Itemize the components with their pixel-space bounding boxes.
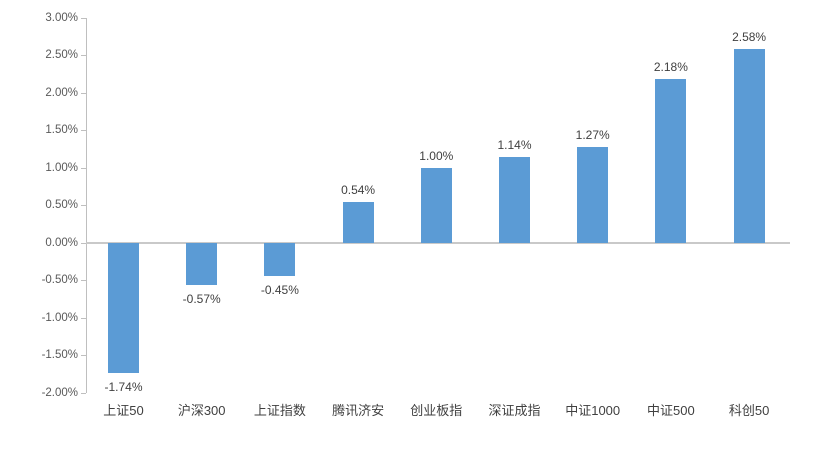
- y-axis-tick-mark: [81, 130, 86, 131]
- bar-value-label: 1.00%: [419, 148, 454, 163]
- bar-value-label: -0.45%: [260, 283, 299, 298]
- y-axis-tick-label: 1.00%: [45, 161, 78, 174]
- y-axis-tick-mark: [81, 92, 86, 94]
- y-axis-tick-label: 0.50%: [45, 199, 78, 211]
- y-axis-tick-mark: [81, 392, 86, 394]
- x-axis-category-label: 上证50: [103, 403, 144, 418]
- y-axis-tick-label: 2.00%: [45, 86, 78, 99]
- y-axis-tick-mark: [81, 242, 86, 244]
- y-axis-tick-mark: [81, 280, 86, 281]
- bar-value-label: 1.27%: [575, 128, 610, 143]
- y-axis-tick-label: -1.50%: [41, 349, 78, 361]
- bar: [342, 202, 374, 243]
- x-axis-category-label: 中证500: [647, 403, 695, 418]
- bar: [108, 242, 139, 373]
- y-axis-tick-label: -0.50%: [41, 274, 78, 286]
- bar: [264, 242, 296, 277]
- y-axis-tick-label: -2.00%: [41, 386, 78, 399]
- bar-value-label: 1.14%: [497, 138, 532, 152]
- y-axis-line: [86, 18, 87, 393]
- bar: [733, 49, 765, 243]
- x-axis-category-label: 沪深300: [177, 403, 226, 418]
- bar-value-label: 2.18%: [653, 60, 688, 74]
- bar: [186, 242, 218, 286]
- y-axis-tick-mark: [81, 205, 86, 206]
- bar: [655, 79, 687, 243]
- bar-value-label: -1.74%: [104, 380, 143, 394]
- y-axis-tick-mark: [81, 355, 86, 356]
- x-axis-category-label: 创业板指: [410, 403, 463, 418]
- bar-value-label: 0.54%: [341, 183, 376, 197]
- y-axis-tick-label: 1.50%: [45, 124, 78, 136]
- y-axis-tick-label: 3.00%: [45, 11, 78, 24]
- y-axis-tick-mark: [81, 55, 86, 56]
- x-axis-category-label: 腾讯济安: [332, 403, 385, 418]
- bar-value-label: 2.58%: [732, 30, 767, 44]
- y-axis-tick-mark: [81, 317, 86, 319]
- bar: [420, 167, 452, 243]
- bar: [499, 157, 530, 243]
- x-axis-category-label: 科创50: [728, 403, 770, 418]
- x-axis-category-label: 中证1000: [565, 403, 621, 418]
- x-axis-category-label: 上证指数: [253, 403, 306, 418]
- zero-gridline: [86, 241, 790, 244]
- bar-value-label: -0.57%: [182, 292, 221, 307]
- y-axis-tick-mark: [81, 17, 86, 19]
- bar: [577, 147, 609, 243]
- y-axis-tick-label: -1.00%: [41, 311, 78, 324]
- y-axis-tick-mark: [81, 167, 86, 169]
- y-axis-tick-label: 2.50%: [45, 49, 78, 61]
- x-axis-category-label: 深证成指: [488, 403, 541, 418]
- y-axis-tick-label: 0.00%: [45, 236, 78, 249]
